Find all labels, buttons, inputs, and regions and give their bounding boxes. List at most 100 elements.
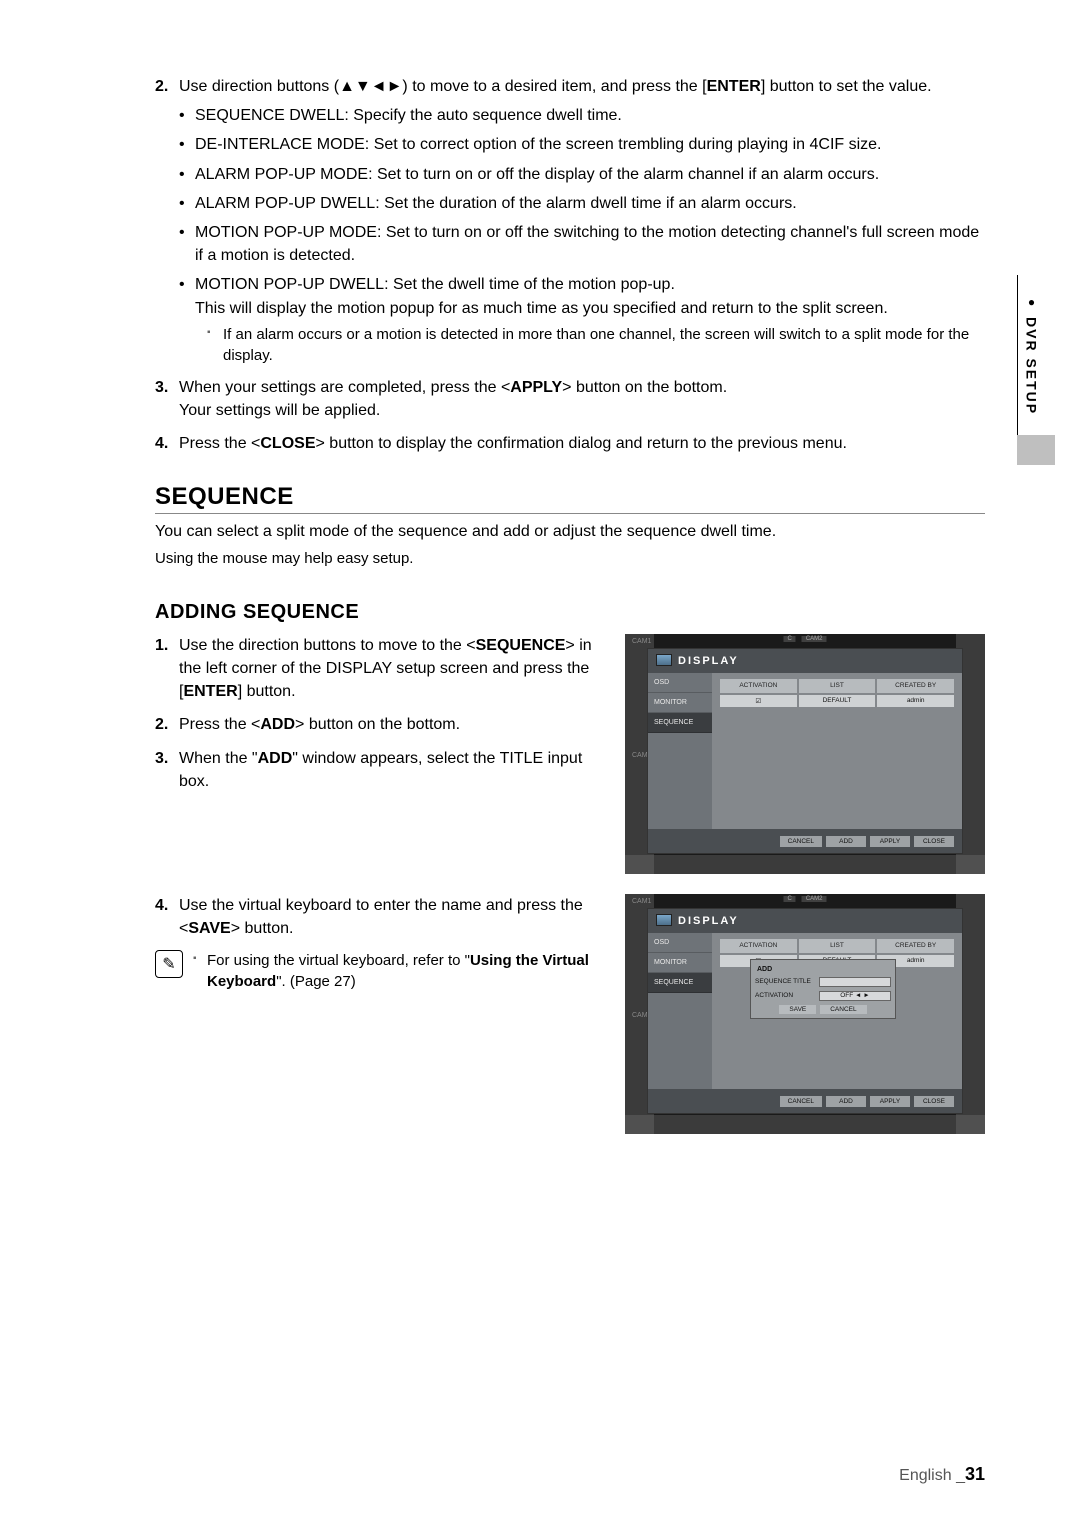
dvr-add-button[interactable]: ADD — [826, 836, 866, 847]
dvr-side-sequence[interactable]: SEQUENCE — [648, 713, 712, 733]
dvr-close-button[interactable]: CLOSE — [914, 1096, 954, 1107]
add-step-3: 3. When the "ADD" window appears, select… — [155, 747, 601, 793]
dvr-panel: DISPLAY OSD MONITOR SEQUENCE ACTIVATION … — [647, 648, 963, 854]
heading-sequence: SEQUENCE — [155, 483, 985, 514]
dvr-side-sequence[interactable]: SEQUENCE — [648, 973, 712, 993]
apply-label: APPLY — [510, 379, 562, 396]
dvr-add-dialog: ADD SEQUENCE TITLE ACTIVATION OFF ◄ ► — [750, 959, 896, 1019]
page-footer: English _31 — [899, 1464, 985, 1485]
text: When your settings are completed, press … — [179, 379, 510, 396]
add-step-2: 2. Press the <ADD> button on the bottom. — [155, 713, 601, 736]
text: For using the virtual keyboard, refer to… — [207, 952, 470, 969]
footer-page-number: 31 — [965, 1464, 985, 1484]
dvr-add-dialog-title: ADD — [755, 964, 891, 977]
dvr-activation-label: ACTIVATION — [755, 992, 815, 999]
dvr-cancel-button[interactable]: CANCEL — [780, 1096, 822, 1107]
dvr-th-list: LIST — [799, 679, 876, 693]
dvr-side-monitor[interactable]: MONITOR — [648, 693, 712, 713]
bullet-alarm-dwell: ALARM POP-UP DWELL: Set the duration of … — [179, 192, 985, 215]
bullet-motion-mode: MOTION POP-UP MODE: Set to turn on or of… — [179, 221, 985, 267]
text: When the " — [179, 750, 258, 767]
text: Press the < — [179, 716, 260, 733]
dvr-content: ACTIVATION LIST CREATED BY ☑ DEFAULT adm… — [712, 673, 962, 829]
dvr-modal-cancel-button[interactable]: CANCEL — [820, 1005, 866, 1014]
dvr-sidebar: OSD MONITOR SEQUENCE — [648, 673, 712, 829]
bullet-motion-dwell: MOTION POP-UP DWELL: Set the dwell time … — [179, 273, 985, 365]
step-2-number: 2. — [155, 75, 168, 98]
bullet-seq-dwell: SEQUENCE DWELL: Specify the auto sequenc… — [179, 104, 985, 127]
dvr-close-button[interactable]: CLOSE — [914, 836, 954, 847]
dvr-th-activation: ACTIVATION — [720, 939, 797, 953]
top-tab: C — [783, 896, 795, 902]
text: Press the < — [179, 435, 260, 452]
dvr-side-osd[interactable]: OSD — [648, 933, 712, 953]
save-label: SAVE — [188, 920, 230, 937]
note-text: For using the virtual keyboard, refer to… — [193, 950, 601, 992]
step-2-subnote: If an alarm occurs or a motion is detect… — [195, 324, 985, 366]
dvr-apply-button[interactable]: APPLY — [870, 1096, 910, 1107]
footer-lang: English _ — [899, 1467, 965, 1484]
add-step-1-number: 1. — [155, 634, 168, 657]
dvr-td-admin: admin — [877, 695, 954, 707]
text: > button on the bottom. — [295, 716, 460, 733]
sequence-label: SEQUENCE — [476, 637, 566, 654]
side-tab: DVR SETUP — [1017, 275, 1045, 435]
dvr-side-monitor[interactable]: MONITOR — [648, 953, 712, 973]
note-icon: ✎ — [155, 950, 183, 978]
dvr-seq-title-input[interactable] — [819, 977, 891, 987]
add-step-4: 4. Use the virtual keyboard to enter the… — [155, 894, 601, 940]
dvr-th-created: CREATED BY — [877, 939, 954, 953]
add-step-1: 1. Use the direction buttons to move to … — [155, 634, 601, 704]
text: > button to display the confirmation dia… — [316, 435, 847, 452]
step-4-number: 4. — [155, 432, 168, 455]
close-label: CLOSE — [260, 435, 315, 452]
note-virtual-keyboard: ✎ For using the virtual keyboard, refer … — [155, 950, 601, 992]
monitor-icon — [656, 914, 672, 926]
add-step-4-number: 4. — [155, 894, 168, 917]
cam-label: CAM1 — [629, 898, 654, 905]
add-step-2-number: 2. — [155, 713, 168, 736]
dvr-modal-save-button[interactable]: SAVE — [779, 1005, 816, 1014]
step-4: 4. Press the <CLOSE> button to display t… — [155, 432, 985, 455]
side-tab-marker — [1017, 435, 1055, 465]
enter-key: ENTER — [183, 683, 237, 700]
dvr-activation-field[interactable]: OFF ◄ ► — [819, 991, 891, 1001]
dvr-title-text: DISPLAY — [678, 915, 739, 927]
dvr-panel-title: DISPLAY — [648, 649, 962, 673]
dvr-panel-title: DISPLAY — [648, 909, 962, 933]
text: > button on the bottom. — [562, 379, 727, 396]
dvr-side-osd[interactable]: OSD — [648, 673, 712, 693]
text: Use the direction buttons to move to the… — [179, 637, 476, 654]
step-2: 2. Use direction buttons (▲▼◄►) to move … — [155, 75, 985, 366]
text: > button. — [231, 920, 294, 937]
enter-key: ENTER — [707, 78, 761, 95]
dvr-add-button[interactable]: ADD — [826, 1096, 866, 1107]
dvr-th-list: LIST — [799, 939, 876, 953]
add-step-3-number: 3. — [155, 747, 168, 770]
add-label: ADD — [258, 750, 293, 767]
cam-label: CAM1 — [629, 638, 654, 645]
sequence-intro-2: Using the mouse may help easy setup. — [155, 548, 985, 571]
dvr-apply-button[interactable]: APPLY — [870, 836, 910, 847]
top-tab: CAM2 — [802, 636, 827, 642]
text: MOTION POP-UP DWELL: Set the dwell time … — [195, 276, 675, 293]
dvr-panel: DISPLAY OSD MONITOR SEQUENCE ACTIVATION … — [647, 908, 963, 1114]
add-step-3-text: When the "ADD" window appears, select th… — [179, 750, 582, 790]
add-step-1-text: Use the direction buttons to move to the… — [179, 637, 592, 700]
text: This will display the motion popup for a… — [195, 300, 888, 317]
step-2-bullets: SEQUENCE DWELL: Specify the auto sequenc… — [179, 104, 985, 366]
monitor-icon — [656, 654, 672, 666]
text: ] button. — [238, 683, 296, 700]
add-step-4-text: Use the virtual keyboard to enter the na… — [179, 897, 583, 937]
dvr-td-check[interactable]: ☑ — [720, 695, 797, 707]
dvr-cancel-button[interactable]: CANCEL — [780, 836, 822, 847]
step-3: 3. When your settings are completed, pre… — [155, 376, 985, 422]
dvr-td-default[interactable]: DEFAULT — [799, 695, 876, 707]
text: ] button to set the value. — [761, 78, 932, 95]
dvr-title-text: DISPLAY — [678, 655, 739, 667]
heading-adding-sequence: ADDING SEQUENCE — [155, 601, 985, 624]
dvr-seq-title-label: SEQUENCE TITLE — [755, 978, 815, 985]
text: Use direction buttons ( — [179, 78, 339, 95]
text: ". (Page 27) — [276, 973, 356, 990]
sequence-intro-1: You can select a split mode of the seque… — [155, 520, 985, 544]
